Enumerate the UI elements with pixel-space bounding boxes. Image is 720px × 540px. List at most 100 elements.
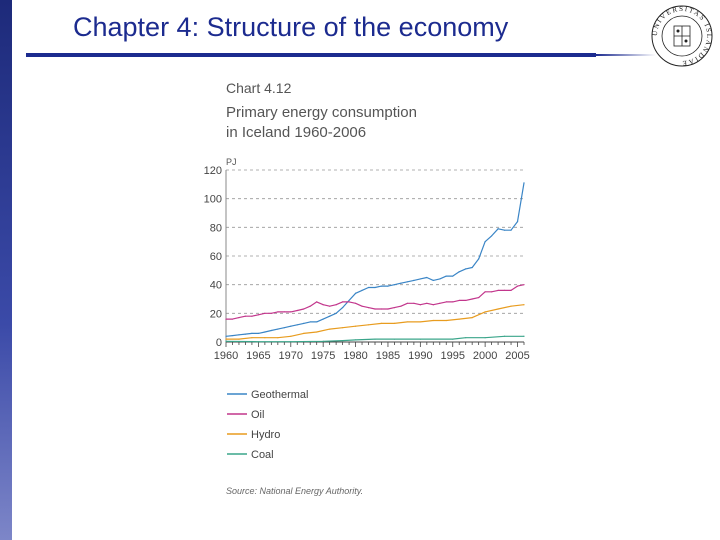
data-point-coal	[290, 341, 292, 343]
data-point-hydro	[290, 335, 292, 337]
data-point-oil	[309, 305, 311, 307]
data-point-geothermal	[264, 331, 266, 333]
data-point-geothermal	[419, 278, 421, 280]
data-point-oil	[231, 318, 234, 320]
x-tick-label: 1995	[440, 350, 464, 362]
data-point-oil	[335, 304, 337, 306]
data-point-geothermal	[225, 335, 227, 337]
x-tick-label: 1980	[343, 350, 367, 362]
legend-label-hydro: Hydro	[251, 429, 280, 441]
data-point-oil	[439, 302, 441, 304]
data-point-hydro	[523, 304, 525, 306]
data-point-geothermal	[503, 229, 506, 231]
data-point-oil	[465, 299, 467, 302]
data-point-geothermal	[413, 279, 415, 281]
data-point-oil	[510, 289, 512, 291]
title-rule	[26, 53, 596, 57]
data-point-geothermal	[432, 279, 434, 281]
y-unit-label: PJ	[226, 157, 237, 167]
data-point-oil	[471, 298, 473, 300]
data-point-oil	[497, 289, 499, 291]
legend-label-coal: Coal	[251, 449, 274, 461]
data-point-oil	[458, 299, 460, 302]
data-point-oil	[503, 289, 506, 291]
data-point-oil	[354, 302, 357, 304]
x-tick-label: 1965	[246, 350, 270, 362]
legend-label-oil: Oil	[251, 409, 264, 421]
data-point-geothermal	[335, 312, 337, 314]
data-point-hydro	[393, 322, 396, 324]
data-point-geothermal	[316, 321, 318, 323]
data-point-oil	[380, 308, 383, 310]
x-tick-label: 1985	[376, 350, 400, 362]
data-point-hydro	[277, 337, 279, 339]
data-point-oil	[393, 307, 396, 309]
data-point-coal	[257, 341, 259, 343]
data-point-geothermal	[458, 271, 460, 273]
data-point-coal	[523, 335, 525, 337]
chart-title-line2: in Iceland 1960-2006	[226, 124, 367, 141]
data-point-coal	[342, 339, 344, 342]
data-point-geothermal	[523, 182, 525, 184]
data-point-oil	[516, 285, 519, 287]
data-point-coal	[393, 338, 396, 340]
data-point-oil	[348, 301, 350, 303]
legend-label-geothermal: Geothermal	[251, 389, 308, 401]
x-tick-label: 1990	[408, 350, 432, 362]
data-point-geothermal	[257, 332, 259, 334]
data-point-geothermal	[231, 334, 234, 337]
data-point-geothermal	[303, 322, 305, 324]
y-tick-label: 100	[204, 194, 222, 206]
data-point-geothermal	[283, 327, 285, 329]
data-point-oil	[316, 301, 318, 303]
data-point-geothermal	[290, 325, 292, 327]
data-point-oil	[296, 309, 298, 312]
data-point-geothermal	[322, 318, 324, 320]
data-point-hydro	[303, 332, 305, 334]
data-point-geothermal	[342, 307, 344, 309]
data-point-hydro	[406, 321, 408, 323]
data-point-coal	[225, 340, 227, 342]
data-point-hydro	[316, 331, 318, 333]
data-point-oil	[426, 302, 428, 304]
data-point-oil	[478, 296, 480, 299]
data-point-oil	[406, 302, 408, 304]
data-point-hydro	[484, 311, 486, 313]
university-seal-logo: UNIVERSITAS ISLANDIAE	[651, 5, 713, 67]
data-point-geothermal	[309, 321, 311, 323]
data-point-geothermal	[354, 292, 357, 294]
data-point-hydro	[354, 325, 357, 327]
data-point-hydro	[380, 322, 383, 324]
data-point-oil	[445, 301, 447, 303]
data-point-geothermal	[367, 286, 370, 289]
data-point-oil	[374, 308, 376, 310]
data-point-oil	[238, 317, 240, 319]
data-point-geothermal	[510, 229, 512, 231]
data-point-coal	[322, 340, 324, 342]
data-point-coal	[419, 338, 421, 340]
data-point-hydro	[264, 337, 266, 339]
data-point-coal	[452, 338, 454, 340]
data-point-hydro	[419, 321, 421, 323]
data-point-geothermal	[484, 241, 486, 243]
y-tick-label: 80	[210, 222, 222, 234]
data-point-coal	[465, 337, 467, 339]
data-point-geothermal	[516, 221, 519, 223]
data-point-oil	[419, 304, 421, 306]
series-line-coal	[225, 335, 524, 343]
chart-number: Chart 4.12	[226, 80, 292, 96]
data-point-geothermal	[439, 278, 441, 280]
data-point-oil	[387, 308, 389, 310]
slide-title: Chapter 4: Structure of the economy	[73, 12, 509, 42]
data-point-oil	[361, 305, 363, 307]
data-point-hydro	[238, 338, 240, 340]
data-point-geothermal	[380, 285, 383, 287]
data-point-coal	[354, 339, 357, 341]
data-point-geothermal	[361, 289, 363, 291]
data-point-oil	[251, 315, 253, 317]
data-point-geothermal	[270, 329, 272, 332]
y-tick-label: 120	[204, 165, 222, 177]
slide-left-bar	[0, 0, 12, 540]
data-point-geothermal	[445, 275, 447, 277]
